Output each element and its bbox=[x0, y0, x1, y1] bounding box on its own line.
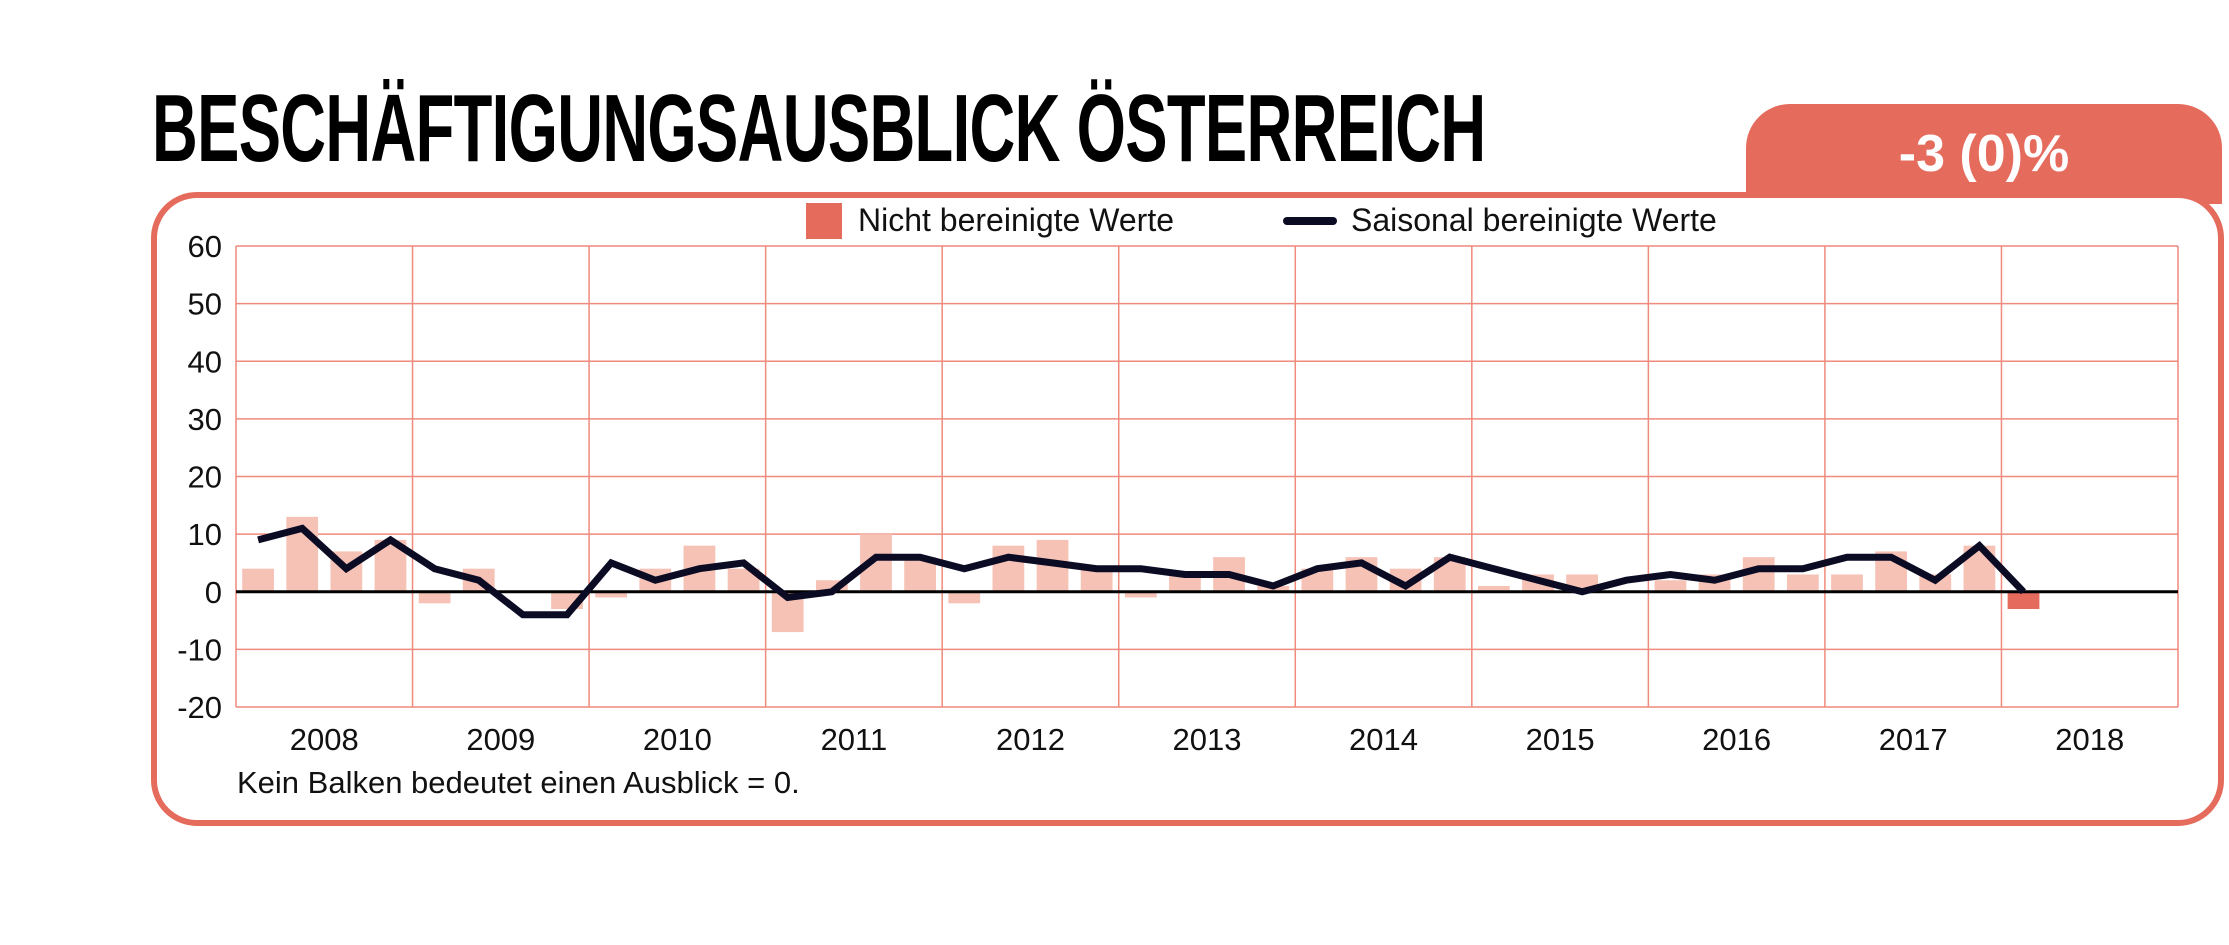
bar bbox=[1477, 585, 1510, 592]
y-tick-label: -20 bbox=[177, 690, 222, 725]
bar bbox=[1831, 574, 1863, 592]
x-tick-label: 2014 bbox=[1349, 722, 1418, 757]
footnote: Kein Balken bedeutet einen Ausblick = 0. bbox=[237, 765, 800, 800]
y-tick-label: 40 bbox=[188, 344, 222, 379]
x-tick-label: 2016 bbox=[1702, 722, 1771, 757]
bar bbox=[1654, 580, 1687, 592]
bar bbox=[1786, 574, 1819, 592]
bar bbox=[2007, 591, 2040, 610]
bar bbox=[992, 545, 1025, 592]
legend-label-adjusted: Saisonal bereinigte Werte bbox=[1351, 202, 1717, 239]
x-tick-label: 2018 bbox=[2055, 722, 2124, 757]
legend-item-unadjusted: Nicht bereinigte Werte bbox=[806, 200, 1174, 240]
bar bbox=[1124, 591, 1157, 598]
headline-value: -3 (0)% bbox=[1898, 125, 2070, 183]
x-tick-label: 2013 bbox=[1173, 722, 1242, 757]
y-tick-label: 50 bbox=[188, 287, 222, 322]
y-tick-label: 60 bbox=[188, 229, 222, 264]
x-tick-label: 2011 bbox=[821, 722, 888, 757]
bar bbox=[727, 568, 760, 592]
legend-bar-swatch bbox=[806, 202, 842, 239]
x-tick-label: 2010 bbox=[643, 722, 712, 757]
bar bbox=[948, 591, 981, 604]
legend-line-swatch bbox=[1283, 216, 1337, 225]
x-tick-label: 2009 bbox=[466, 722, 535, 757]
x-tick-label: 2008 bbox=[290, 722, 359, 757]
series-line-adjusted bbox=[257, 524, 2027, 619]
bar bbox=[242, 568, 274, 592]
chart-title: BESCHÄFTIGUNGSAUSBLICK ÖSTERREICH bbox=[152, 75, 1486, 182]
bar bbox=[1080, 568, 1113, 592]
x-tick-label: 2015 bbox=[1526, 722, 1595, 757]
y-tick-label: 30 bbox=[188, 402, 222, 437]
bar bbox=[1389, 568, 1422, 592]
y-tick-label: 0 bbox=[205, 575, 222, 610]
x-tick-label: 2017 bbox=[1879, 722, 1948, 757]
y-tick-label: 20 bbox=[188, 460, 222, 495]
bar bbox=[815, 580, 848, 592]
y-tick-label: -10 bbox=[177, 632, 222, 667]
bar bbox=[418, 591, 451, 604]
bar bbox=[1169, 574, 1201, 592]
headline-value-tab: -3 (0)% bbox=[1746, 104, 2222, 204]
y-tick-label: 10 bbox=[188, 517, 222, 552]
bar bbox=[595, 591, 628, 598]
legend-item-adjusted: Saisonal bereinigte Werte bbox=[1283, 200, 1717, 240]
legend-label-unadjusted: Nicht bereinigte Werte bbox=[858, 202, 1174, 239]
chart-frame bbox=[151, 192, 2224, 826]
x-tick-label: 2012 bbox=[996, 722, 1065, 757]
